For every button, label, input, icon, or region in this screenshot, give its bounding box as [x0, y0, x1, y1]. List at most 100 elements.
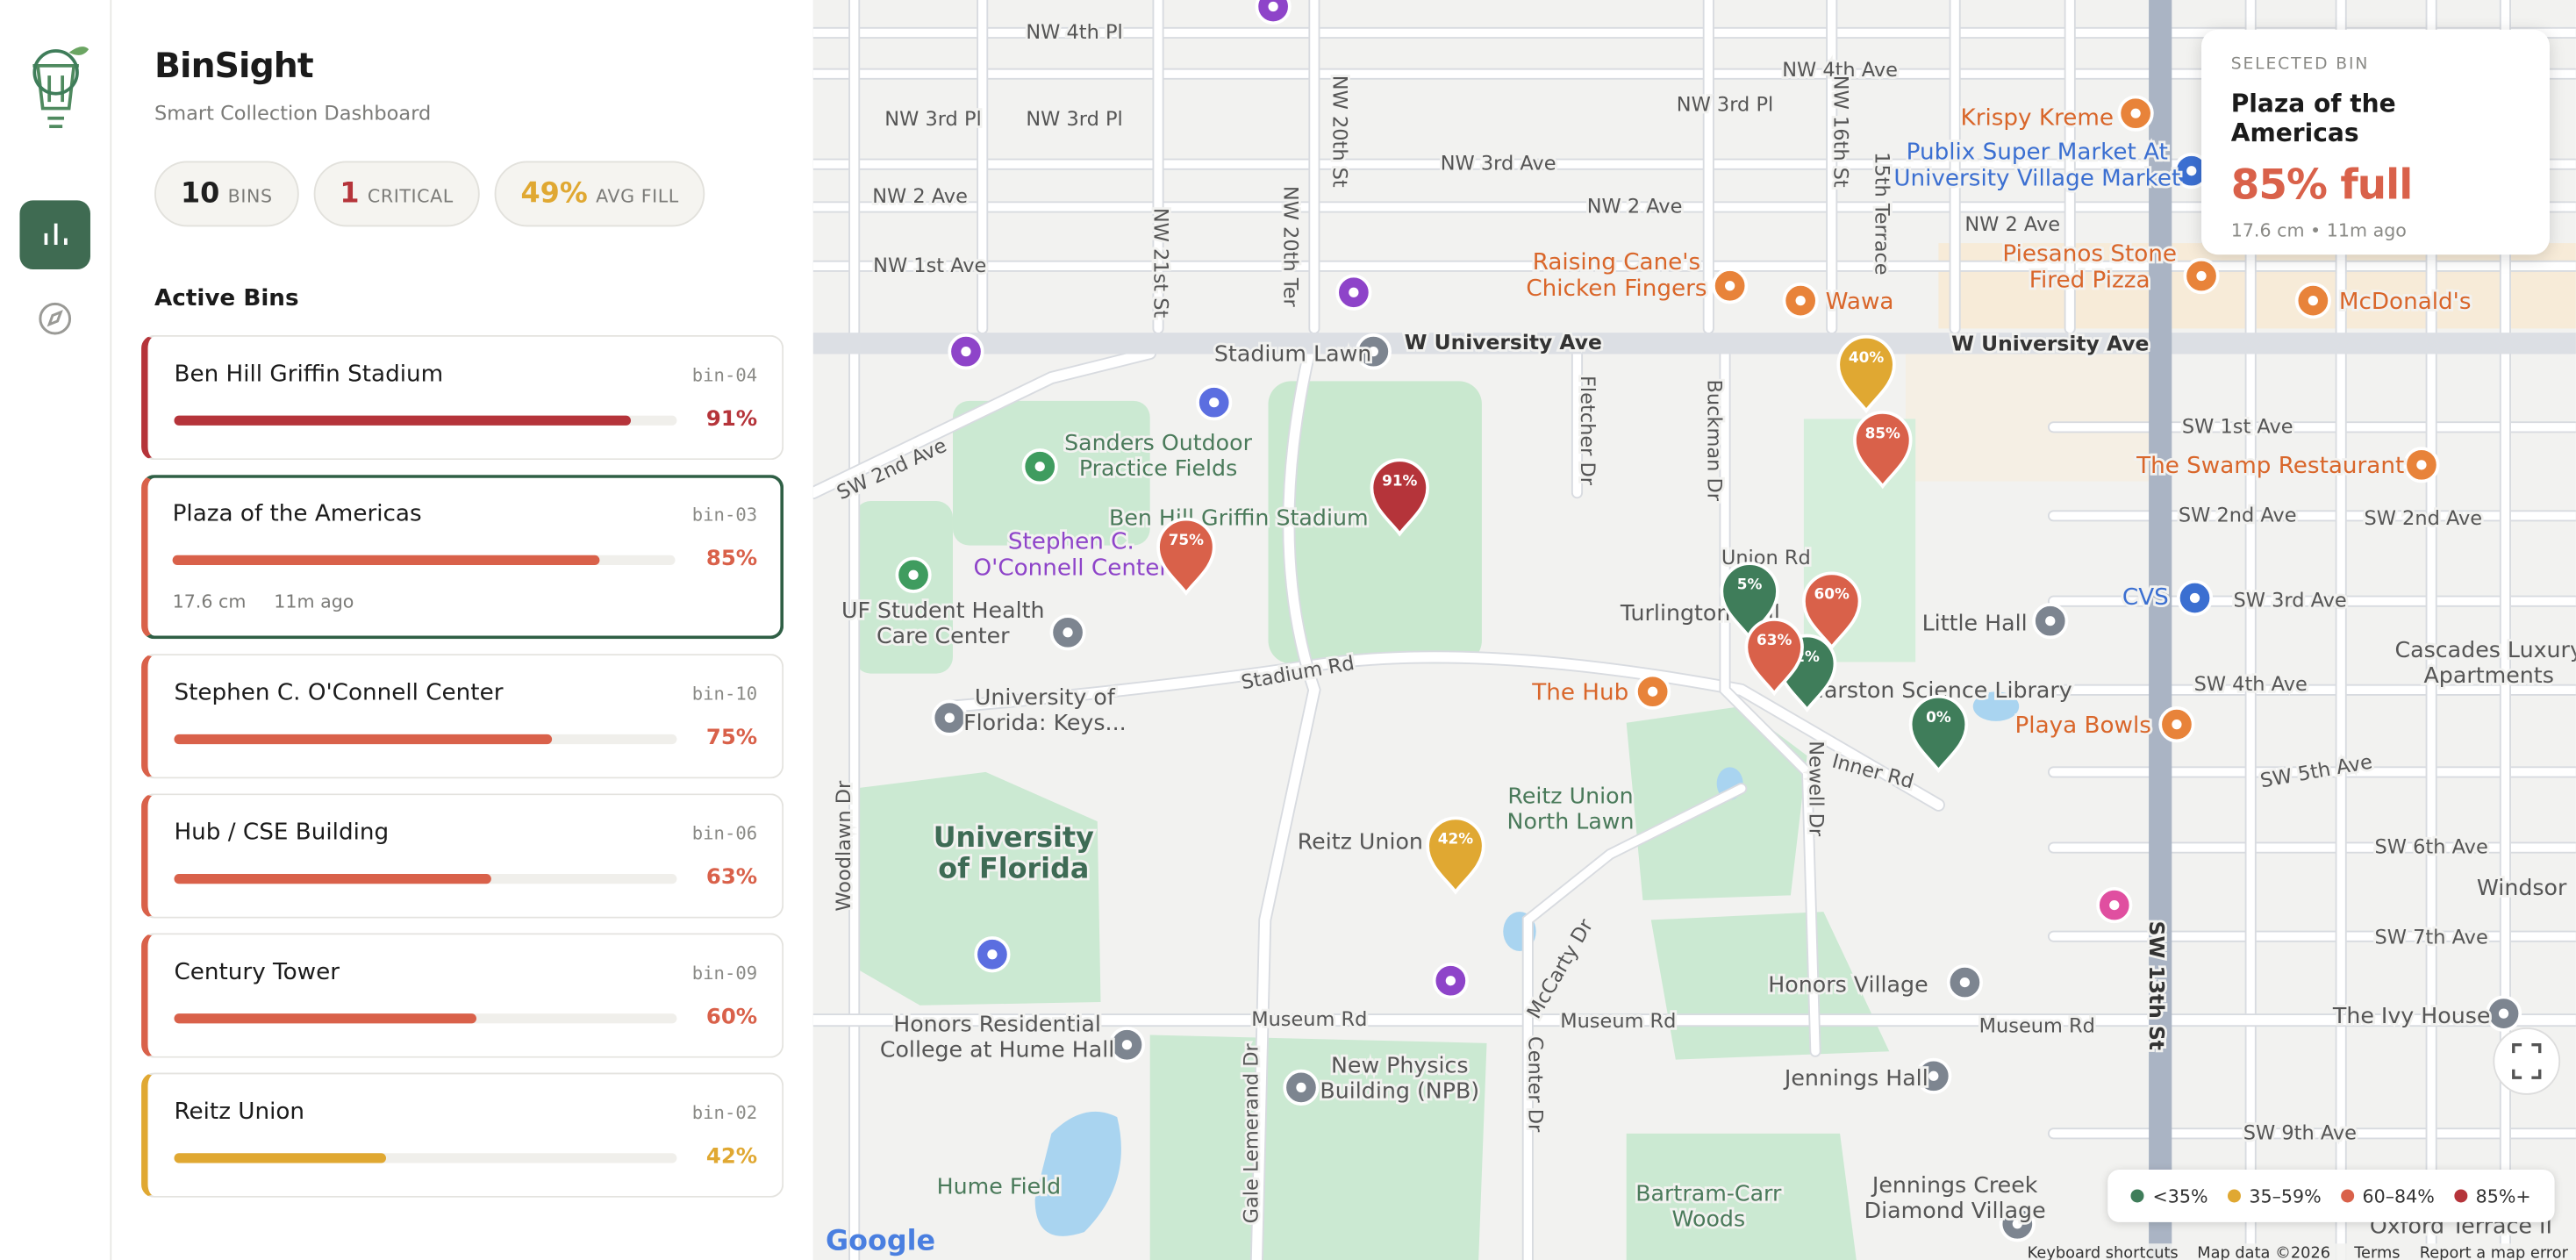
- bin-marker[interactable]: 63%: [1744, 617, 1804, 697]
- fill-track: [174, 414, 677, 425]
- map-label-line: Apartments: [2424, 662, 2554, 688]
- map-label-line: Raising Cane's: [1533, 249, 1700, 276]
- bin-marker[interactable]: 42%: [1426, 816, 1485, 895]
- map-label: The Ivy House: [2329, 1000, 2493, 1031]
- map-label-line: Honors Residential: [893, 1012, 1101, 1037]
- poi-dot: [2109, 899, 2120, 911]
- map-label: Stephen C.O'Connell Center: [971, 526, 1171, 584]
- poi-dot: [1368, 347, 1378, 357]
- bin-header: Plaza of the Americas bin-03: [173, 501, 758, 527]
- road: [1523, 784, 1746, 1260]
- map-label: Stadium Lawn: [1212, 339, 1374, 369]
- bin-card[interactable]: Hub / CSE Building bin-06 63%: [141, 793, 784, 919]
- map-label-line: Buckman Dr: [1702, 379, 1725, 501]
- map-label-line: NW 3rd Ave: [1441, 153, 1556, 175]
- fill-percent: 91%: [705, 407, 758, 433]
- map-label-line: CVS: [2122, 584, 2169, 611]
- map-label-line: Building (NPB): [1320, 1078, 1479, 1104]
- app-subtitle: Smart Collection Dashboard: [154, 102, 432, 125]
- map-label: Wawa: [1823, 286, 1896, 318]
- bin-fill-row: 42%: [174, 1145, 757, 1170]
- bin-name: Ben Hill Griffin Stadium: [174, 361, 444, 388]
- map-label: SW 2nd Ave: [2176, 502, 2299, 530]
- map-label-line: NW 3rd Pl: [1677, 93, 1773, 116]
- map-label: Woodlawn Dr: [830, 777, 858, 913]
- bin-header: Reitz Union bin-02: [174, 1099, 757, 1126]
- map-label: Reitz Union: [1295, 827, 1426, 857]
- roads: [812, 0, 2576, 1260]
- poi-dot: [1268, 1, 1278, 12]
- map-label-line: Honors Village: [1768, 971, 1928, 997]
- map-label: Museum Rd: [1249, 1006, 1370, 1034]
- map-label: The Hub: [1528, 677, 1631, 709]
- bin-card[interactable]: Century Tower bin-09 60%: [141, 933, 784, 1058]
- map-label-line: Krispy Kreme: [1961, 104, 2114, 131]
- bin-card[interactable]: Stephen C. O'Connell Center bin-10 75%: [141, 654, 784, 779]
- bin-id: bin-06: [691, 822, 758, 844]
- selected-card: SELECTED BIN Plaza of the Americas 85% f…: [2201, 29, 2550, 255]
- bin-marker[interactable]: 5%: [1720, 562, 1779, 641]
- map-label-line: SW 4th Ave: [2194, 673, 2308, 696]
- map-label-line: Hume Field: [937, 1174, 1062, 1199]
- marker-pin: [1836, 334, 1896, 414]
- map-label-line: Care Center: [877, 623, 1010, 648]
- fullscreen-button[interactable]: [2493, 1027, 2561, 1095]
- marker-pin: [1370, 458, 1429, 537]
- map-label: NW 20th St: [1326, 73, 1354, 190]
- poi-dot: [2498, 1008, 2509, 1019]
- map-label-line: NW 20th St: [1328, 75, 1351, 188]
- fill-track: [174, 733, 677, 744]
- map-label-line: McDonald's: [2339, 289, 2472, 315]
- map-label-line: Piesanos Stone: [2002, 241, 2177, 268]
- map-label-line: Wawa: [1826, 289, 1894, 315]
- explore-button[interactable]: [39, 302, 72, 335]
- poi-dot: [944, 712, 955, 723]
- map-label-line: SW 7th Ave: [2375, 927, 2488, 949]
- bin-marker[interactable]: 75%: [1156, 517, 1216, 596]
- legend-label: 85%+: [2475, 1185, 2531, 1207]
- map-label: Ben Hill Griffin Stadium: [1106, 503, 1370, 533]
- legend-item: 35–59%: [2228, 1185, 2322, 1206]
- fill-percent: 42%: [705, 1144, 758, 1171]
- bin-markers: 40%85%91%75%5%60%2%63%0%42%: [1156, 334, 1969, 895]
- map-label-line: SW 2nd Ave: [2179, 504, 2297, 526]
- poi-dot: [1795, 295, 1806, 306]
- bin-marker[interactable]: 91%: [1370, 458, 1429, 537]
- map[interactable]: NW 4th Pl NW 3rd Pl NW 3rd Pl NW 2 Ave NW 1s…: [812, 0, 2576, 1260]
- map-label: NW 4th Ave: [1779, 56, 1900, 84]
- legend-label: <35%: [2152, 1185, 2208, 1207]
- bin-header: Century Tower bin-09: [174, 959, 757, 985]
- bin-marker[interactable]: 40%: [1836, 334, 1896, 414]
- poi-dot: [1063, 627, 1073, 638]
- fill-bar: [174, 873, 491, 884]
- selected-fill: 85% full: [2230, 161, 2414, 209]
- bin-card[interactable]: Ben Hill Griffin Stadium bin-04 91%: [141, 334, 784, 461]
- bin-marker[interactable]: 60%: [1802, 571, 1862, 650]
- stats: 10 BINS 1 CRITICAL 49% AVG FILL: [154, 161, 705, 227]
- map-label-line: Cascades Luxury: [2394, 637, 2575, 662]
- bin-card[interactable]: Reitz Union bin-02 42%: [141, 1072, 784, 1198]
- map-label: SW 13th St: [2142, 919, 2172, 1053]
- map-label: Gale Lemerand Dr: [1237, 1041, 1265, 1226]
- map-label-line: Gale Lemerand Dr: [1240, 1043, 1263, 1224]
- bin-marker[interactable]: 0%: [1908, 694, 1969, 774]
- map-label: Buckman Dr: [1700, 377, 1728, 505]
- map-label-line: NW 4th Ave: [1782, 59, 1898, 82]
- map-label: SW 2nd Ave: [2362, 505, 2485, 533]
- poi-icons: [895, 0, 2522, 1242]
- legend-dot: [2131, 1189, 2145, 1203]
- bin-id: bin-04: [691, 363, 758, 386]
- map-label: NW 3rd Ave: [1438, 150, 1558, 178]
- map-label-line: Chicken Fingers: [1526, 276, 1707, 302]
- map-label: SW 4th Ave: [2192, 670, 2310, 698]
- bin-marker[interactable]: 85%: [1853, 411, 1913, 490]
- bin-card[interactable]: Plaza of the Americas bin-03 85% 17.6 cm 11m…: [141, 475, 784, 640]
- map-label: SW 3rd Ave: [2231, 587, 2350, 615]
- marker-pin: [1156, 517, 1216, 596]
